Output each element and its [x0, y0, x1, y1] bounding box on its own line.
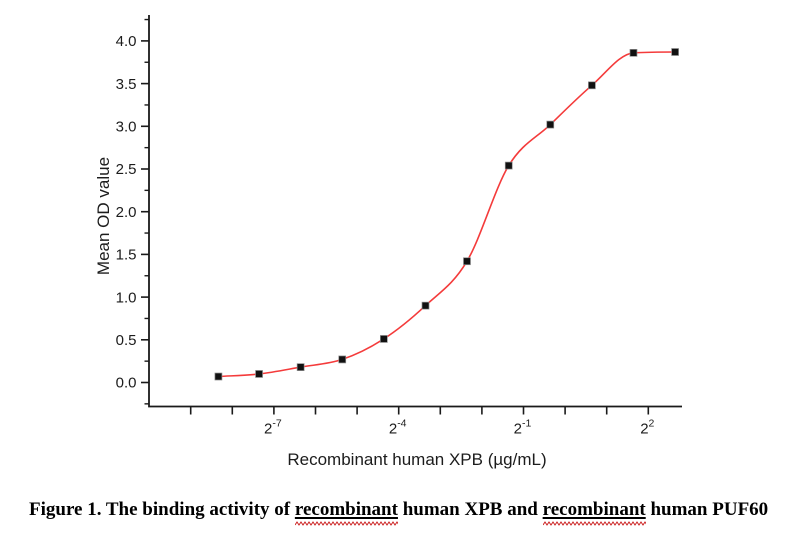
- figure-caption: Figure 1. The binding activity of recomb…: [29, 499, 769, 526]
- axis-frame: [148, 15, 682, 408]
- y-tick-label: 2.5: [116, 161, 137, 178]
- data-point-marker: [671, 48, 679, 56]
- y-axis-title: Mean OD value: [94, 157, 113, 275]
- data-point-marker: [214, 372, 223, 381]
- y-tick-label: 3.0: [116, 119, 137, 136]
- y-tick-label: 2.0: [116, 204, 137, 221]
- x-tick-label: 2-4: [389, 418, 407, 438]
- caption-misspelled-word: recombinant: [542, 499, 646, 526]
- x-tick-label: 22: [640, 418, 654, 438]
- y-tick-label: 1.5: [116, 247, 137, 264]
- data-point-marker: [504, 161, 513, 170]
- data-point-marker: [588, 81, 596, 90]
- y-tick-label: 0.0: [116, 375, 137, 392]
- data-point-marker: [463, 257, 471, 266]
- data-point-marker: [379, 335, 388, 343]
- data-point-marker: [338, 355, 347, 364]
- data-point-marker: [255, 370, 263, 378]
- plot-layer: 0.0 0.5 1.0 1.5 2.0 2.5 3.0 3.5 4.0 2-7 2-4 2-1 22: [116, 15, 682, 438]
- data-point-marker: [629, 49, 638, 57]
- x-tick-label: 2-7: [264, 418, 282, 438]
- spellcheck-squiggle: [542, 521, 646, 526]
- data-point-marker: [296, 363, 305, 371]
- data-point-marker: [421, 301, 430, 310]
- fit-curve: [218, 51, 676, 378]
- caption-text-segment: Figure 1. The binding activity of: [29, 499, 295, 520]
- caption-text-segment: human XPB and: [397, 499, 543, 520]
- x-tick-label: 2-1: [514, 418, 532, 438]
- y-tick-label: 4.0: [116, 33, 137, 50]
- caption-text-segment: human PUF60: [645, 499, 769, 520]
- spellcheck-squiggle: [294, 521, 398, 526]
- caption-misspelled-word: recombinant: [294, 499, 398, 526]
- x-axis-title: Recombinant human XPB (µg/mL): [287, 450, 546, 469]
- y-tick-label: 1.0: [116, 289, 137, 306]
- data-point-marker: [546, 120, 555, 129]
- y-tick-label: 0.5: [116, 332, 137, 349]
- binding-activity-chart: 0.0 0.5 1.0 1.5 2.0 2.5 3.0 3.5 4.0 2-7 2-4 2-1 22 R…: [94, 15, 682, 469]
- y-tick-label: 3.5: [116, 76, 137, 93]
